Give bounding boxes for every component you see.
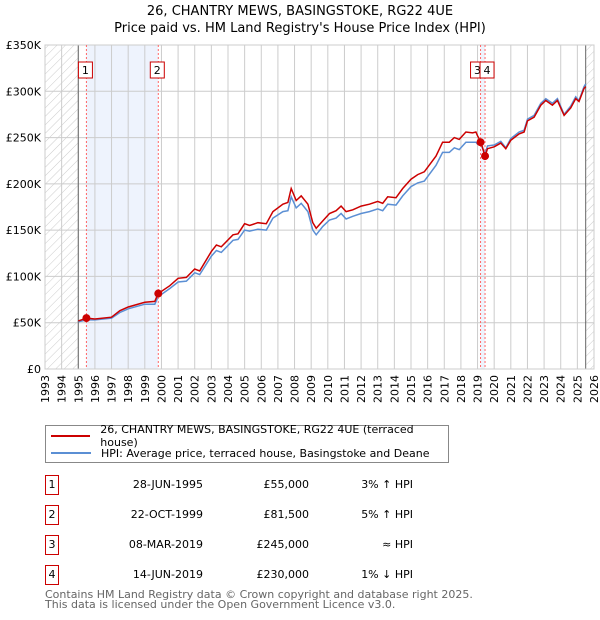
y-tick-label: £350K	[6, 39, 42, 52]
x-tick-label: 2006	[255, 375, 268, 403]
y-tick-label: £150K	[6, 224, 42, 237]
footer-copyright: Contains HM Land Registry data © Crown c…	[45, 588, 473, 601]
y-tick-label: £100K	[6, 270, 42, 283]
x-tick-label: 2010	[322, 375, 335, 403]
legend-label: 26, CHANTRY MEWS, BASINGSTOKE, RG22 4UE …	[100, 423, 414, 449]
x-tick-label: 2016	[422, 375, 435, 403]
sale-date: 28-JUN-1995	[132, 478, 203, 491]
x-tick-label: 1997	[106, 375, 119, 403]
sale-price: £245,000	[256, 538, 310, 551]
sale-label-box	[149, 61, 165, 79]
x-tick-label: 2022	[521, 375, 534, 403]
y-tick-label: £250K	[6, 132, 42, 145]
x-tick-label: 1998	[122, 375, 135, 403]
x-tick-label: 1995	[72, 375, 85, 403]
sale-date: 08-MAR-2019	[128, 538, 203, 551]
x-tick-label: 2026	[588, 375, 600, 403]
sale-date: 14-JUN-2019	[132, 568, 203, 581]
x-tick-label: 2020	[488, 375, 501, 403]
x-tick-label: 2002	[189, 375, 202, 403]
sale-label: 2	[154, 64, 161, 77]
sale-row: 3 08-MAR-2019 £245,000 ≈ HPI	[45, 535, 465, 555]
sale-price: £81,500	[263, 508, 310, 521]
y-tick-label: £300K	[6, 85, 42, 98]
x-tick-label: 2021	[505, 375, 518, 403]
x-tick-label: 2012	[355, 375, 368, 403]
x-tick-label: 2018	[455, 375, 468, 403]
legend-swatch-blue	[51, 452, 91, 454]
ownership-shade-2	[480, 45, 486, 369]
sale-hpi-diff: 1% ↓ HPI	[361, 568, 413, 581]
sale-hpi-diff: 5% ↑ HPI	[361, 508, 413, 521]
x-tick-label: 2009	[305, 375, 318, 403]
sale-row: 4 14-JUN-2019 £230,000 1% ↓ HPI	[45, 565, 465, 585]
x-tick-label: 1994	[56, 375, 69, 403]
x-tick-label: 2013	[372, 375, 385, 403]
x-tick-label: 2004	[222, 375, 235, 403]
plot-border	[44, 44, 595, 370]
x-tick-label: 2000	[155, 375, 168, 403]
sale-number: 3	[45, 535, 59, 555]
sale-number: 2	[45, 505, 59, 525]
chart-title: 26, CHANTRY MEWS, BASINGSTOKE, RG22 4UE	[146, 4, 454, 19]
ownership-shade-1	[86, 45, 159, 369]
sale-point	[82, 314, 91, 323]
price-chart: 1 2 3 4 1993 1994 1995 1996 1997 1998 1999 2000 2001…	[6, 39, 600, 403]
chart-subtitle: Price paid vs. HM Land Registry's House …	[114, 21, 486, 36]
sale-row: 2 22-OCT-1999 £81,500 5% ↑ HPI	[45, 505, 465, 525]
footer: Contains HM Land Registry data © Crown c…	[45, 588, 473, 611]
legend-item-property: 26, CHANTRY MEWS, BASINGSTOKE, RG22 4UE …	[51, 423, 448, 449]
x-tick-label: 2014	[388, 375, 401, 403]
sale-hpi-diff: 3% ↑ HPI	[361, 478, 413, 491]
sale-date: 22-OCT-1999	[130, 508, 203, 521]
sale-number: 4	[45, 565, 59, 585]
sale-label-box	[77, 61, 93, 79]
x-tick-label: 2008	[289, 375, 302, 403]
sale-point	[476, 138, 485, 147]
x-tick-label: 2001	[172, 375, 185, 403]
hatched-no-data-right	[585, 45, 594, 369]
x-tick-label: 1999	[139, 375, 152, 403]
legend-swatch-red	[51, 435, 91, 437]
footer-licence: This data is licensed under the Open Gov…	[45, 598, 396, 611]
x-tick-label: 2019	[472, 375, 485, 403]
sale-point	[154, 289, 163, 298]
sale-price: £230,000	[256, 568, 310, 581]
x-tick-label: 2003	[205, 375, 218, 403]
y-tick-label: £0	[27, 363, 41, 376]
chart-legend: 26, CHANTRY MEWS, BASINGSTOKE, RG22 4UE …	[45, 423, 449, 463]
sale-label: 1	[82, 64, 89, 77]
y-tick-label: £200K	[6, 178, 42, 191]
x-tick-label: 2007	[272, 375, 285, 403]
hpi-line	[78, 83, 587, 323]
x-tick-label: 2005	[239, 375, 252, 403]
sale-price: £55,000	[263, 478, 310, 491]
sale-hpi-diff: ≈ HPI	[382, 538, 413, 551]
x-tick-label: 2011	[338, 375, 351, 403]
legend-item-hpi: HPI: Average price, terraced house, Basi…	[51, 445, 429, 461]
sale-number: 1	[45, 475, 59, 495]
x-tick-label: 2015	[405, 375, 418, 403]
sale-point	[481, 152, 490, 161]
x-tick-label: 2023	[538, 375, 551, 403]
x-tick-label: 1996	[89, 375, 102, 403]
x-tick-label: 2017	[438, 375, 451, 403]
sale-row: 1 28-JUN-1995 £55,000 3% ↑ HPI	[45, 475, 465, 495]
sale-label-box	[479, 61, 495, 79]
sale-label: 3	[474, 64, 481, 77]
sale-label: 4	[484, 64, 491, 77]
x-tick-label: 2025	[571, 375, 584, 403]
x-tick-label: 1993	[39, 375, 52, 403]
legend-label: HPI: Average price, terraced house, Basi…	[101, 446, 430, 460]
x-tick-label: 2024	[555, 375, 568, 403]
property-price-line	[78, 86, 587, 322]
y-tick-label: £50K	[13, 317, 42, 330]
